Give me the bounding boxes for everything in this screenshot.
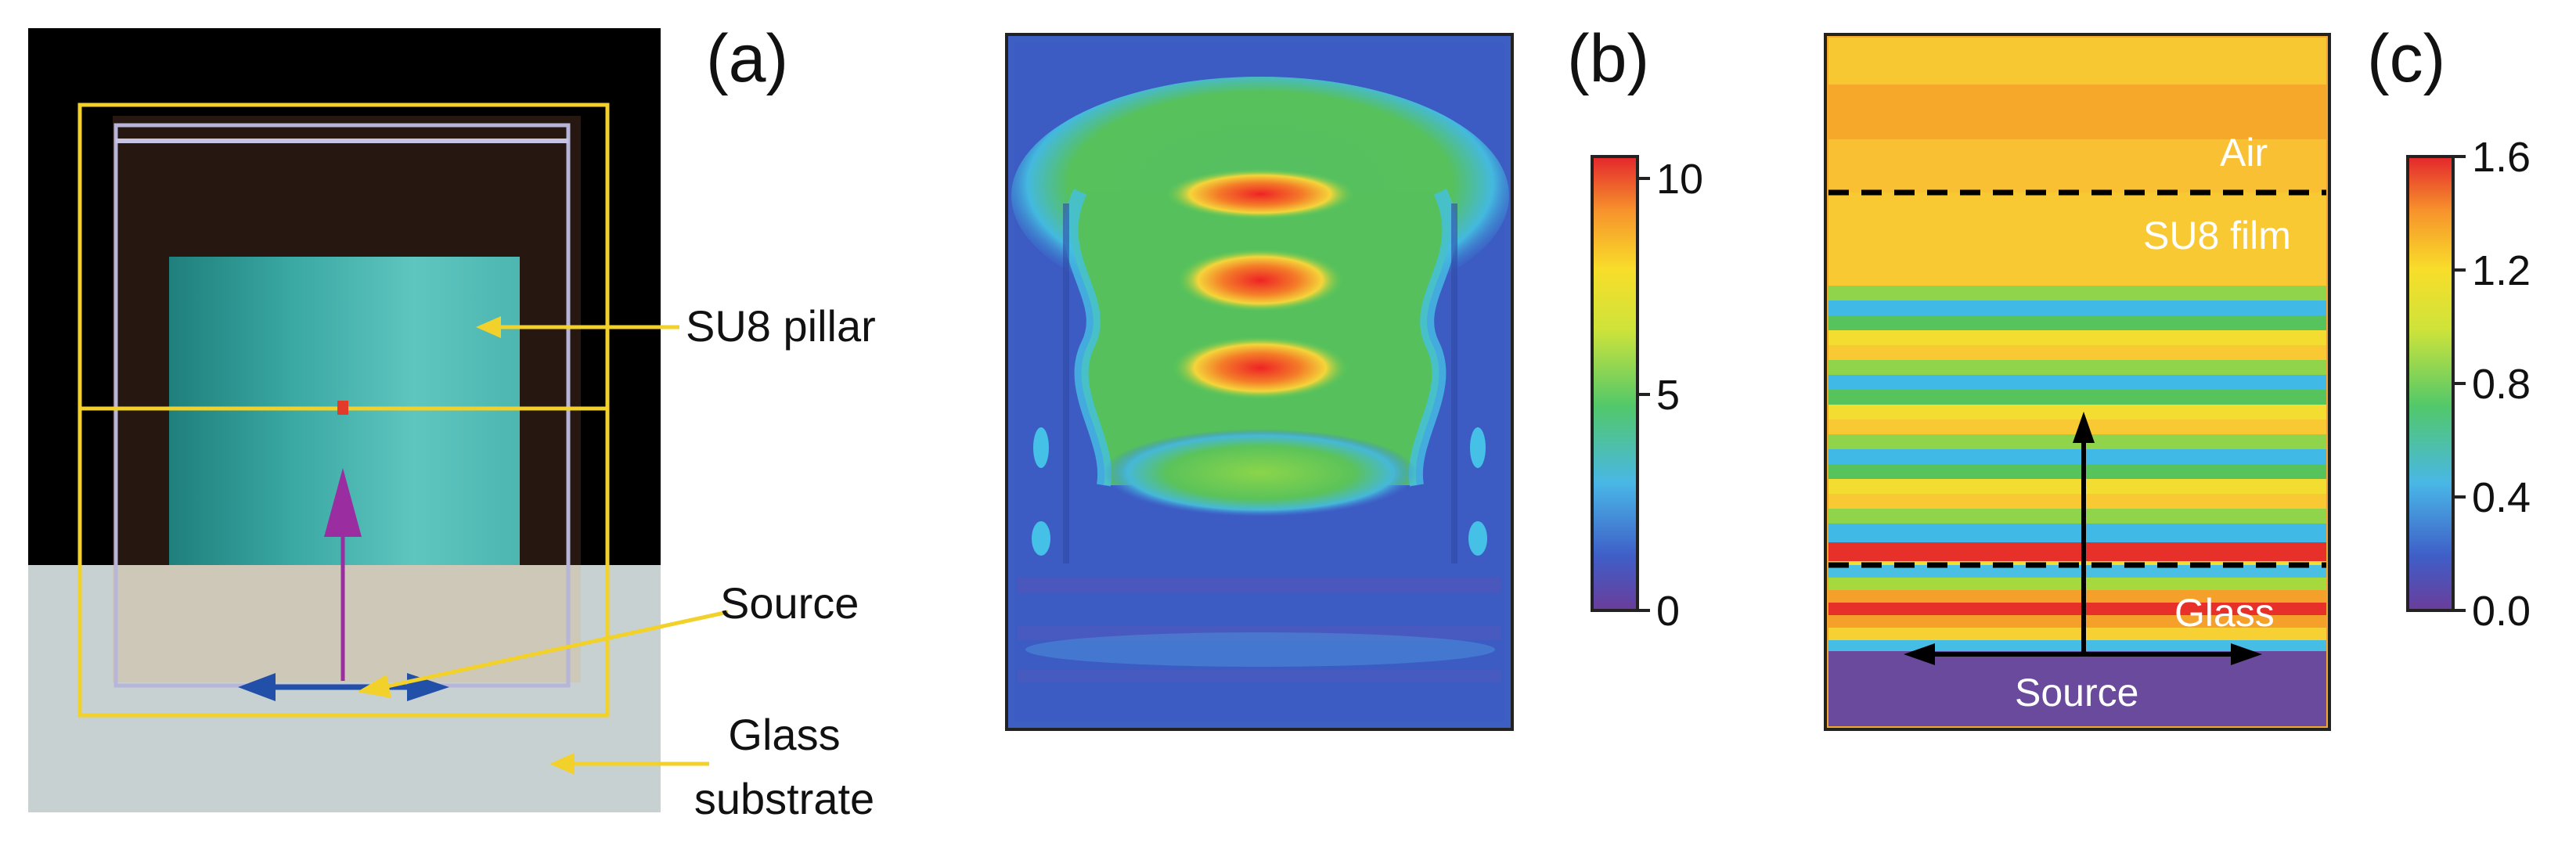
colorbar-c-tick-label: 1.2 bbox=[2472, 247, 2531, 294]
field-lower-lobe bbox=[1104, 429, 1417, 517]
film-stripes bbox=[1828, 271, 2326, 576]
panel-c-label: (c) bbox=[2367, 21, 2445, 96]
source-label: Source bbox=[720, 578, 859, 628]
field-band bbox=[1018, 670, 1501, 682]
film-stripe bbox=[1828, 330, 2326, 345]
su8-pillar-label: SU8 pillar bbox=[686, 301, 876, 351]
glass-label-line2: substrate bbox=[694, 774, 874, 823]
colorbar-c bbox=[2406, 155, 2455, 612]
field-body-edge bbox=[1408, 189, 1457, 487]
air-layer bbox=[1828, 38, 2326, 85]
film-stripe bbox=[1828, 464, 2326, 479]
glass-stripe bbox=[1828, 628, 2326, 640]
film-stripe bbox=[1828, 419, 2326, 434]
su8-film-label: SU8 film bbox=[2143, 214, 2291, 257]
source-direction-arrow-head bbox=[324, 468, 362, 537]
field-side-spot bbox=[1033, 427, 1049, 468]
source-region bbox=[1828, 651, 2326, 726]
field-side-spot bbox=[1468, 521, 1487, 556]
colorbar-c-tick-label: 0.8 bbox=[2472, 361, 2531, 408]
film-stripe bbox=[1828, 271, 2326, 286]
field-side-spot bbox=[1032, 521, 1050, 556]
glass-stripe bbox=[1828, 615, 2326, 628]
film-stripe bbox=[1828, 301, 2326, 315]
panel-c: Air SU8 film Glass Source (c) 1.6 1.2 0.8 0… bbox=[1824, 21, 2531, 731]
field-side-spot bbox=[1470, 427, 1486, 468]
film-stripe bbox=[1828, 494, 2326, 509]
film-stripe bbox=[1828, 524, 2326, 542]
colorbar-b bbox=[1591, 155, 1639, 612]
colorbar-b-tick-label: 0 bbox=[1656, 588, 1680, 635]
field-monitor-point bbox=[337, 401, 348, 415]
film-stripe bbox=[1828, 375, 2326, 390]
colorbar-b-tick-label: 5 bbox=[1656, 372, 1680, 419]
film-stripe bbox=[1828, 542, 2326, 561]
field-band bbox=[1018, 626, 1501, 640]
glass-label-line1: Glass bbox=[728, 710, 840, 759]
source-layer-label: Source bbox=[2015, 671, 2138, 715]
air-layer bbox=[1828, 139, 2326, 193]
film-stripe bbox=[1828, 509, 2326, 524]
glass-stripes bbox=[1828, 565, 2326, 653]
glass-layer-label: Glass bbox=[2174, 591, 2275, 635]
film-stripe bbox=[1828, 360, 2326, 375]
glass-stripe bbox=[1828, 565, 2326, 578]
field-body-edge bbox=[1064, 189, 1112, 487]
panel-b-label: (b) bbox=[1567, 21, 1649, 96]
field-glow-lower bbox=[1025, 632, 1495, 667]
glass-leader-head bbox=[549, 753, 575, 775]
film-stripe bbox=[1828, 345, 2326, 360]
su8-pillar-leader-head bbox=[476, 316, 501, 338]
source-leader bbox=[383, 610, 729, 689]
air-layer bbox=[1828, 85, 2326, 139]
panel-b: (b) 10 5 0 bbox=[1005, 21, 1703, 731]
film-stripe bbox=[1828, 479, 2326, 494]
film-stripe bbox=[1828, 286, 2326, 301]
panel-a-label: (a) bbox=[706, 21, 788, 96]
film-stripe bbox=[1828, 405, 2326, 419]
colorbar-c-tick-label: 0.0 bbox=[2472, 588, 2531, 635]
film-layer-top bbox=[1828, 193, 2326, 271]
source-leader-head bbox=[357, 675, 391, 698]
source-arrow-right-head bbox=[2231, 643, 2262, 665]
field-hotspot bbox=[1166, 169, 1354, 219]
field-hotspot bbox=[1177, 249, 1343, 311]
propagation-arrow-head bbox=[2073, 412, 2095, 443]
film-stripe bbox=[1828, 449, 2326, 464]
simulation-region-overlay-lower bbox=[113, 565, 581, 682]
colorbar-b-ticks: 10 5 0 bbox=[1637, 156, 1703, 635]
glass-stripe bbox=[1828, 640, 2326, 653]
field-band bbox=[1018, 578, 1501, 593]
air-label: Air bbox=[2220, 131, 2268, 175]
panel-a: (a) SU8 pillar Source Glass substrate bbox=[28, 21, 876, 823]
colorbar-c-ticks: 1.6 1.2 0.8 0.4 0.0 bbox=[2453, 134, 2531, 635]
glass-stripe bbox=[1828, 603, 2326, 615]
colorbar-b-tick-label: 10 bbox=[1656, 156, 1703, 203]
colorbar-c-tick-label: 1.6 bbox=[2472, 134, 2531, 181]
polarization-arrow-left-head bbox=[238, 673, 276, 701]
film-stripe bbox=[1828, 390, 2326, 405]
glass-stripe bbox=[1828, 578, 2326, 590]
colorbar-c-tick-label: 0.4 bbox=[2472, 474, 2531, 521]
source-arrow-left-head bbox=[1904, 643, 1935, 665]
glass-stripe bbox=[1828, 590, 2326, 603]
field-hotspot bbox=[1173, 337, 1348, 399]
film-stripe bbox=[1828, 315, 2326, 330]
